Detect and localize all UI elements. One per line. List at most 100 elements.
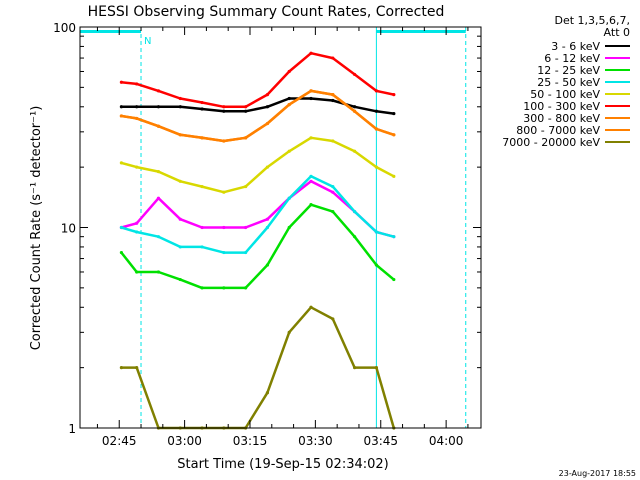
- series-line-3: [121, 175, 395, 254]
- data-point: [287, 69, 291, 74]
- y-axis: 1 10 100: [53, 21, 481, 436]
- legend-label: 25 - 50 keV: [537, 76, 600, 89]
- data-point: [352, 366, 357, 370]
- series-line-6: [121, 89, 395, 143]
- data-point: [244, 136, 248, 140]
- data-point: [244, 109, 248, 113]
- data-point: [119, 225, 124, 230]
- data-point: [331, 210, 335, 214]
- data-point: [352, 235, 357, 239]
- data-point: [200, 107, 204, 111]
- data-point: [331, 317, 335, 321]
- data-point: [135, 221, 139, 225]
- y-tick-label: 1: [68, 422, 76, 436]
- data-point: [156, 89, 161, 93]
- x-tick-label: 02:45: [102, 434, 137, 448]
- data-point: [265, 217, 270, 221]
- data-point: [135, 82, 139, 86]
- x-tick-label: 03:30: [298, 434, 333, 448]
- data-point: [309, 174, 313, 178]
- x-tick-label: 03:45: [363, 434, 398, 448]
- series-layer: [119, 51, 396, 430]
- data-point: [200, 100, 204, 105]
- series-line-0: [121, 97, 394, 115]
- data-point: [309, 51, 313, 55]
- data-point: [222, 109, 226, 113]
- data-point: [265, 225, 270, 230]
- data-point: [135, 366, 139, 370]
- data-point: [135, 230, 139, 234]
- y-tick-label: 100: [53, 21, 76, 35]
- data-point: [374, 366, 378, 370]
- data-point: [222, 250, 226, 255]
- data-point: [331, 93, 335, 97]
- legend-label: 50 - 100 keV: [530, 88, 600, 101]
- chart-title: HESSI Observing Summary Count Rates, Cor…: [88, 4, 445, 20]
- y-tick-label: 10: [61, 222, 76, 236]
- series-line-8: [121, 306, 396, 430]
- data-point: [265, 391, 270, 395]
- data-point: [265, 263, 270, 267]
- data-point: [331, 139, 335, 143]
- series-line-5: [121, 51, 395, 109]
- data-point: [331, 184, 335, 189]
- data-point: [135, 270, 139, 274]
- data-point: [178, 245, 182, 249]
- data-point: [119, 114, 124, 118]
- data-point: [178, 133, 182, 137]
- data-point: [287, 103, 291, 107]
- data-point: [265, 165, 270, 169]
- data-point: [352, 105, 357, 109]
- data-point: [352, 149, 357, 153]
- data-point: [331, 56, 335, 60]
- data-point: [331, 190, 335, 194]
- data-point: [156, 170, 161, 174]
- data-point: [156, 105, 161, 109]
- data-point: [392, 174, 396, 178]
- data-point: [200, 245, 204, 249]
- data-point: [265, 93, 270, 97]
- data-point: [156, 235, 161, 239]
- legend-label: 800 - 7000 keV: [516, 124, 600, 137]
- data-point: [135, 116, 139, 121]
- legend-label: 300 - 800 keV: [523, 112, 600, 125]
- data-point: [374, 89, 378, 93]
- data-point: [374, 127, 378, 131]
- series-line-4: [121, 136, 395, 194]
- data-point: [352, 109, 357, 113]
- data-point: [178, 217, 182, 221]
- legend-header-line-2: Att 0: [604, 26, 630, 39]
- series-line-7: [121, 89, 395, 143]
- data-point: [119, 161, 124, 165]
- data-point: [156, 124, 161, 128]
- legend-label: 100 - 300 keV: [523, 100, 600, 113]
- data-point: [287, 330, 291, 334]
- legend-label: 7000 - 20000 keV: [502, 136, 600, 149]
- data-point: [287, 225, 291, 230]
- data-point: [392, 93, 396, 97]
- data-point: [374, 263, 378, 267]
- data-point: [156, 196, 161, 200]
- legend-label: 6 - 12 keV: [544, 52, 600, 65]
- data-point: [244, 105, 248, 109]
- legend-header: Det 1,3,5,6,7, Att 0: [554, 14, 630, 39]
- data-point: [119, 80, 124, 84]
- flag-annotation: N: [144, 36, 151, 47]
- footer-timestamp: 23-Aug-2017 18:55: [559, 469, 636, 478]
- plot-frame: [79, 26, 482, 429]
- series-line-2: [120, 203, 395, 290]
- data-point: [200, 184, 204, 189]
- data-point: [222, 286, 226, 290]
- data-point: [244, 250, 248, 255]
- data-point: [119, 250, 124, 255]
- data-point: [374, 109, 378, 113]
- data-point: [119, 366, 124, 370]
- x-axis: 02:45 03:00 03:15 03:30 03:45 04:00: [96, 27, 469, 448]
- data-point: [135, 105, 139, 109]
- data-point: [287, 96, 291, 101]
- data-point: [200, 136, 204, 140]
- y-axis-label: Corrected Count Rate (s⁻¹ detector⁻¹): [29, 106, 44, 351]
- data-point: [178, 179, 182, 183]
